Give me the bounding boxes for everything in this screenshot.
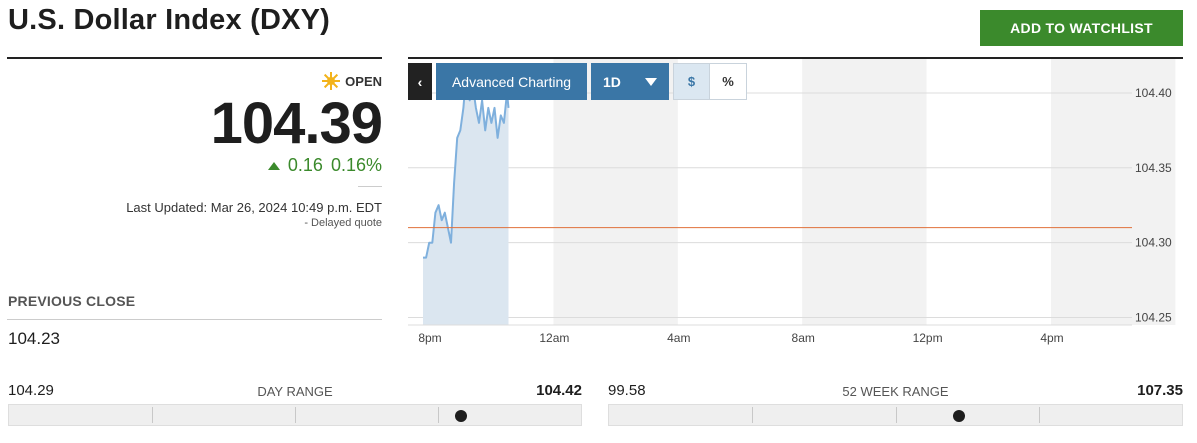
percent-toggle-button[interactable]: %	[710, 64, 746, 99]
market-status-label: OPEN	[345, 73, 382, 89]
range-tick	[152, 407, 153, 423]
session-band	[802, 59, 927, 325]
previous-close-label: PREVIOUS CLOSE	[8, 293, 136, 309]
price-change: 0.16 0.16%	[267, 155, 382, 176]
page-title: U.S. Dollar Index (DXY)	[8, 4, 331, 36]
day-range-high: 104.42	[536, 382, 582, 399]
last-updated: Last Updated: Mar 26, 2024 10:49 p.m. ED…	[126, 200, 382, 215]
change-percent: 0.16%	[330, 155, 382, 175]
range-tick	[752, 407, 754, 423]
range-tick	[438, 407, 439, 423]
unit-toggle: $ %	[673, 63, 747, 100]
x-tick-label: 4pm	[1040, 331, 1063, 345]
price-area	[423, 70, 509, 325]
price-chart[interactable]: 104.25 104.30 104.35 104.40 8pm 12am 4am 8am 12p…	[408, 59, 1183, 349]
previous-close-value: 104.23	[8, 329, 60, 348]
dollar-toggle-button[interactable]: $	[674, 64, 710, 99]
x-tick-label: 8am	[792, 331, 815, 345]
change-value: 0.16	[287, 155, 323, 175]
x-tick-label: 4am	[667, 331, 690, 345]
market-status: OPEN	[322, 72, 382, 90]
x-tick-label: 8pm	[418, 331, 441, 345]
add-to-watchlist-button[interactable]: ADD TO WATCHLIST	[980, 10, 1183, 46]
session-band	[1051, 59, 1176, 325]
x-tick-label: 12pm	[913, 331, 943, 345]
divider-left	[7, 57, 382, 59]
week52-range-low: 99.58	[608, 382, 646, 399]
range-tick	[295, 407, 296, 423]
current-price: 104.39	[210, 91, 383, 156]
week52-range-high: 107.35	[1137, 382, 1183, 399]
session-band	[553, 59, 678, 325]
week52-range-bar	[608, 404, 1183, 426]
chevron-down-icon	[645, 77, 657, 86]
week52-range-marker	[952, 410, 965, 422]
advanced-charting-button[interactable]: Advanced Charting	[436, 63, 587, 100]
up-arrow-icon	[267, 161, 280, 170]
y-tick-label: 104.35	[1135, 161, 1172, 175]
y-tick-label: 104.25	[1135, 311, 1172, 325]
day-range-marker	[454, 410, 467, 422]
period-select-value: 1D	[603, 73, 621, 90]
sun-icon	[322, 72, 341, 90]
divider-right	[408, 57, 1183, 59]
day-range-low: 104.29	[8, 382, 54, 399]
period-select[interactable]: 1D	[591, 63, 669, 100]
divider-short	[358, 186, 382, 187]
range-tick	[895, 407, 897, 423]
x-tick-label: 12am	[539, 331, 569, 345]
delayed-quote-note: - Delayed quote	[304, 217, 382, 229]
y-tick-label: 104.30	[1135, 236, 1172, 250]
day-range-bar	[8, 404, 582, 426]
collapse-chevron-icon[interactable]: ‹	[408, 63, 432, 100]
week52-range-label: 52 WEEK RANGE	[842, 384, 949, 399]
range-tick	[1038, 407, 1040, 423]
y-tick-label: 104.40	[1135, 86, 1172, 100]
chart-toolbar: ‹ Advanced Charting 1D $ %	[408, 63, 747, 100]
divider-previous-close	[7, 319, 382, 320]
day-range-label: DAY RANGE	[257, 384, 333, 399]
